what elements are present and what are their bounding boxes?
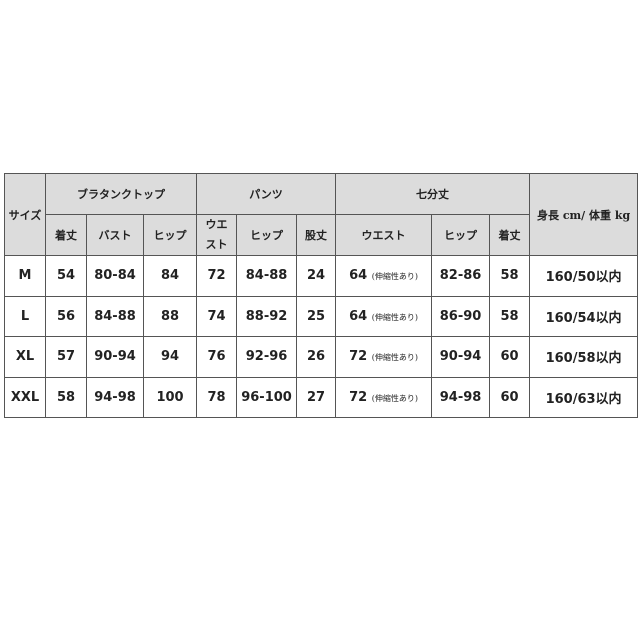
col-header: 股丈 bbox=[296, 214, 337, 256]
col-header: ウエスト bbox=[335, 214, 433, 256]
waist-value: 72 bbox=[349, 389, 368, 405]
col-header: ヒップ bbox=[236, 214, 298, 256]
cropped-waist-cell: 72 (伸縮性あり) bbox=[335, 336, 433, 378]
pants-cell: 84-88 bbox=[236, 255, 298, 297]
col-header: ウエスト bbox=[196, 214, 238, 256]
size-cell: M bbox=[4, 255, 46, 297]
height-weight-cell: 160/54以内 bbox=[529, 295, 639, 337]
stretch-note: (伸縮性あり) bbox=[371, 272, 418, 282]
cropped-cell: 58 bbox=[489, 255, 531, 297]
stretch-note: (伸縮性あり) bbox=[371, 353, 418, 363]
cropped-cell: 60 bbox=[489, 336, 531, 378]
pants-cell: 88-92 bbox=[236, 295, 298, 337]
table-row: XL 57 90-94 94 76 92-96 26 72 (伸縮性あり) 90-94 60 160… bbox=[4, 336, 639, 378]
pants-cell: 96-100 bbox=[236, 376, 298, 418]
top-cell: 94 bbox=[142, 336, 198, 378]
pants-cell: 72 bbox=[196, 255, 238, 297]
size-cell: XL bbox=[4, 336, 46, 378]
col-header: ヒップ bbox=[142, 214, 198, 256]
waist-value: 72 bbox=[349, 349, 368, 365]
cropped-cell: 82-86 bbox=[431, 255, 491, 297]
stretch-note: (伸縮性あり) bbox=[371, 393, 418, 403]
pants-cell: 78 bbox=[196, 376, 238, 418]
pants-cell: 24 bbox=[296, 255, 337, 297]
pants-cell: 27 bbox=[296, 376, 337, 418]
stretch-note: (伸縮性あり) bbox=[371, 312, 418, 322]
pants-group-header: パンツ bbox=[196, 173, 337, 215]
cropped-waist-cell: 64 (伸縮性あり) bbox=[335, 295, 433, 337]
pants-cell: 92-96 bbox=[236, 336, 298, 378]
pants-cell: 26 bbox=[296, 336, 337, 378]
waist-value: 64 bbox=[349, 308, 368, 324]
height-weight-cell: 160/63以内 bbox=[529, 376, 639, 418]
col-header: 着丈 bbox=[489, 214, 531, 256]
top-group-header: ブラタンクトップ bbox=[44, 173, 198, 215]
top-cell: 80-84 bbox=[86, 255, 144, 297]
top-cell: 58 bbox=[45, 376, 87, 418]
top-cell: 84-88 bbox=[86, 295, 144, 337]
pants-cell: 76 bbox=[196, 336, 238, 378]
cropped-cell: 94-98 bbox=[431, 376, 491, 418]
height-weight-cell: 160/58以内 bbox=[529, 336, 639, 378]
height-weight-header: 身長 cm/ 体重 kg bbox=[529, 173, 639, 256]
top-cell: 94-98 bbox=[86, 376, 144, 418]
height-weight-cell: 160/50以内 bbox=[529, 255, 639, 297]
col-header: 着丈 bbox=[45, 214, 87, 256]
table-row: M 54 80-84 84 72 84-88 24 64 (伸縮性あり) 82-86 58 160/… bbox=[4, 255, 639, 297]
col-header: ヒップ bbox=[431, 214, 491, 256]
table-row: L 56 84-88 88 74 88-92 25 64 (伸縮性あり) 86-90 58 160/… bbox=[4, 295, 639, 337]
size-cell: L bbox=[4, 295, 46, 337]
top-cell: 90-94 bbox=[86, 336, 144, 378]
size-cell: XXL bbox=[4, 376, 46, 418]
cropped-group-header: 七分丈 bbox=[335, 173, 531, 215]
size-header: サイズ bbox=[4, 173, 46, 256]
top-cell: 54 bbox=[45, 255, 87, 297]
size-chart-table: サイズ ブラタンクトップ パンツ 七分丈 身長 cm/ 体重 kg 着丈 バスト… bbox=[4, 173, 639, 418]
pants-cell: 25 bbox=[296, 295, 337, 337]
top-cell: 84 bbox=[142, 255, 198, 297]
cropped-cell: 58 bbox=[489, 295, 531, 337]
top-cell: 56 bbox=[45, 295, 87, 337]
cropped-cell: 60 bbox=[489, 376, 531, 418]
cropped-cell: 86-90 bbox=[431, 295, 491, 337]
cropped-cell: 90-94 bbox=[431, 336, 491, 378]
cropped-waist-cell: 72 (伸縮性あり) bbox=[335, 376, 433, 418]
top-cell: 100 bbox=[142, 376, 198, 418]
col-header: バスト bbox=[86, 214, 144, 256]
cropped-waist-cell: 64 (伸縮性あり) bbox=[335, 255, 433, 297]
waist-value: 64 bbox=[349, 268, 368, 284]
top-cell: 88 bbox=[142, 295, 198, 337]
top-cell: 57 bbox=[45, 336, 87, 378]
table-row: XXL 58 94-98 100 78 96-100 27 72 (伸縮性あり) 94-98 60… bbox=[4, 376, 639, 418]
pants-cell: 74 bbox=[196, 295, 238, 337]
